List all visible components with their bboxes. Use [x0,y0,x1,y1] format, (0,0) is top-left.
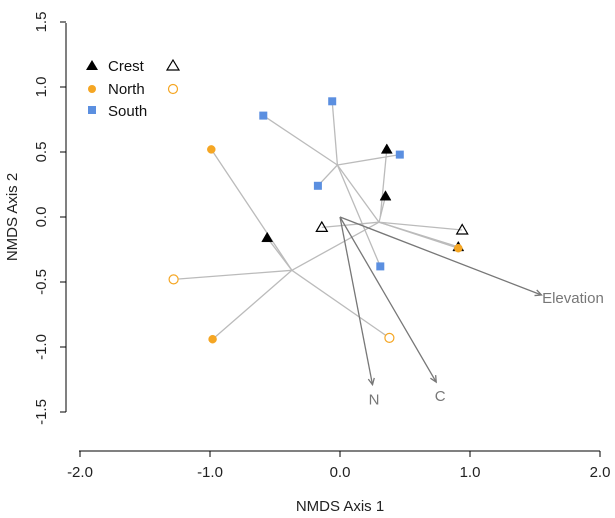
data-points [168,97,469,344]
north-circle-open [384,332,395,343]
centroid-link [291,221,380,271]
spider-line [291,269,390,339]
vector-arrowhead [430,375,437,384]
vector-label: C [435,388,446,405]
y-tick-label: 1.0 [33,77,50,98]
y-tick-label: 1.5 [33,12,50,33]
spider-line [336,164,381,267]
y-tick-label: -0.5 [33,269,50,295]
spider-line [337,153,400,166]
vector-arrow-n [339,216,374,385]
crest-triangle-open [455,223,469,235]
centroid-link [336,164,380,223]
spider-line [378,221,463,231]
vector-arrow-elevation [339,216,542,296]
vector-label: N [369,392,380,409]
x-tick-label: -1.0 [197,464,223,481]
crest-triangle-filled [261,231,274,243]
x-tick-label: -2.0 [67,464,93,481]
vector-arrow-c [339,216,437,383]
x-ticks: -2.0 -1.0 0.0 1.0 2.0 [67,451,610,481]
centroid-link [378,216,381,223]
legend-north-circle-open [167,83,179,95]
crest-triangle-filled [379,190,392,201]
north-circle-filled [454,243,463,253]
y-tick-label: -1.5 [33,399,50,425]
legend-label-north: North [108,81,145,98]
vector-label: Elevation [542,290,604,307]
spider-line [378,221,459,249]
north-circle-filled [208,334,217,344]
south-square-filled [376,262,385,271]
y-tick-label: 0.0 [33,207,50,228]
south-square-filled [328,97,337,106]
legend-label-crest: Crest [108,58,145,75]
x-tick-label: 0.0 [330,464,351,481]
crest-triangle-open [315,220,329,232]
spider-line [210,149,293,271]
x-axis-title: NMDS Axis 1 [296,498,384,515]
south-square-filled [395,150,404,159]
north-circle-open [168,274,179,285]
y-ticks: -1.5 -1.0 -0.5 0.0 0.5 1.0 1.5 [33,12,66,425]
spider-line [173,269,292,281]
legend: Crest North South [86,58,181,120]
spider-line [331,101,339,166]
legend-crest-triangle-filled [86,60,98,70]
spider-line [321,221,380,229]
y-tick-label: -1.0 [33,334,50,360]
south-square-filled [259,111,268,120]
legend-north-circle-filled [88,85,96,93]
crest-triangle-filled [380,143,393,154]
spider-lines [173,101,463,340]
spider-line [212,269,293,340]
spider-line [262,115,338,166]
y-tick-label: 0.5 [33,142,50,163]
spider-line [379,149,388,218]
environmental-vectors: Elevation N C [339,216,604,409]
x-tick-label: 2.0 [590,464,611,481]
y-axis-title: NMDS Axis 2 [4,173,21,261]
x-tick-label: 1.0 [460,464,481,481]
legend-crest-triangle-open [165,58,181,71]
north-circle-filled [207,145,216,154]
vector-arrowhead [534,289,543,297]
vector-arrowhead [367,377,375,387]
legend-south-square [88,106,96,114]
legend-label-south: South [108,103,147,120]
south-square-filled [313,181,322,190]
